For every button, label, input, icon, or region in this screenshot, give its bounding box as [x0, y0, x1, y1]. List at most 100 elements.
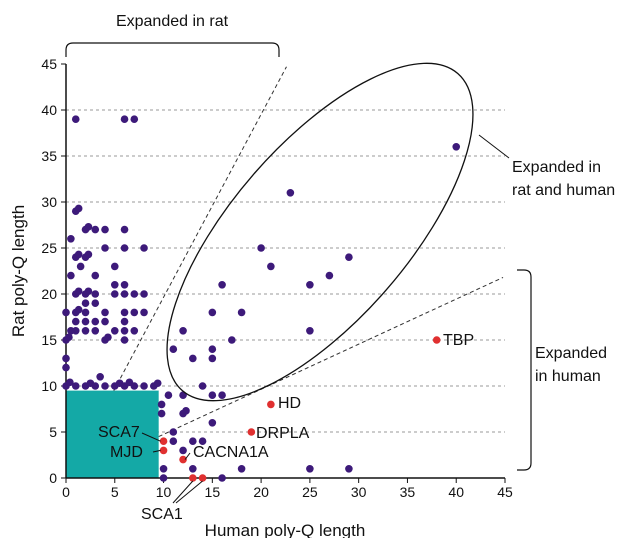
shaded-region-layer	[66, 390, 159, 478]
data-point-37	[74, 305, 83, 314]
data-point-95	[169, 345, 178, 354]
highlighted-point-hd-1	[267, 400, 275, 409]
data-point-60	[62, 354, 70, 363]
y-tick-label-6: 30	[41, 194, 57, 210]
data-point-110	[306, 281, 314, 289]
x-tick-label-4: 20	[253, 484, 269, 500]
data-point-67	[91, 382, 100, 390]
data-point-96	[208, 308, 217, 317]
data-point-32	[140, 290, 148, 298]
data-point-28	[91, 290, 100, 298]
data-point-77	[153, 379, 162, 388]
data-point-45	[91, 317, 100, 326]
data-point-59	[120, 336, 129, 344]
y-tick-label-3: 15	[41, 332, 57, 348]
data-point-52	[110, 327, 119, 335]
data-point-44	[81, 317, 90, 326]
data-point-83	[182, 407, 190, 415]
label-cacna1a: CACNA1A	[193, 444, 269, 461]
x-tick-label-0: 0	[62, 484, 70, 500]
guide-lines	[113, 66, 504, 438]
data-point-10	[67, 235, 75, 243]
x-tick-label-2: 10	[156, 484, 172, 500]
expanded-human-label-line1: Expanded	[535, 345, 607, 362]
data-point-98	[189, 354, 197, 363]
x-axis-label: Human poly-Q length	[205, 521, 366, 538]
data-point-41	[130, 308, 139, 317]
data-point-15	[74, 250, 83, 259]
data-point-75	[140, 382, 148, 390]
data-point-107	[257, 244, 265, 252]
data-point-79	[157, 409, 166, 418]
x-tick-label-6: 30	[351, 484, 367, 500]
data-point-0	[71, 115, 80, 123]
data-point-31	[130, 290, 139, 298]
tick-labels: 0 5 10 15 20 25 30 35 40 45 0 5 10 15 20 25 30 35 40 45	[41, 56, 513, 500]
data-point-113	[345, 253, 353, 261]
data-point-56	[65, 333, 73, 342]
data-point-12	[120, 244, 129, 252]
data-point-64	[71, 382, 80, 390]
label-sca7: SCA7	[98, 424, 140, 441]
x-tick-label-3: 15	[205, 484, 221, 500]
data-point-9	[120, 225, 129, 234]
highlighted-point-sca7-3	[159, 437, 168, 446]
expanded-both-ellipse	[166, 62, 474, 402]
data-point-39	[101, 308, 109, 317]
data-point-112	[325, 271, 334, 280]
highlighted-point-tbp-0	[432, 336, 441, 344]
y-tick-label-0: 0	[49, 470, 57, 486]
data-point-116	[452, 143, 461, 151]
data-point-4	[74, 204, 83, 213]
data-point-104	[218, 391, 226, 400]
data-point-63	[66, 378, 74, 387]
data-point-30	[120, 290, 129, 298]
data-point-17	[84, 250, 93, 259]
expanded-human-label-line2: in human	[535, 368, 601, 385]
data-point-33	[81, 299, 90, 308]
data-point-25	[74, 287, 83, 296]
data-point-85	[169, 437, 178, 446]
x-tick-label-7: 35	[400, 484, 416, 500]
data-point-34	[91, 299, 100, 308]
expanded-rat-label: Expanded in rat	[116, 13, 229, 30]
data-point-99	[208, 345, 217, 354]
data-point-47	[120, 317, 129, 326]
data-point-101	[237, 308, 246, 317]
data-point-18	[76, 262, 85, 271]
data-point-49	[71, 327, 80, 335]
y-tick-label-7: 35	[41, 148, 57, 164]
label-mjd: MJD	[110, 444, 143, 461]
highlighted-point-sca1-7	[198, 474, 207, 482]
data-point-22	[110, 281, 119, 289]
data-point-40	[120, 308, 129, 317]
expanded-both-label-line2: rat and human	[512, 182, 615, 199]
data-point-97	[218, 281, 226, 289]
data-points	[62, 115, 461, 482]
y-tick-label-1: 5	[49, 424, 57, 440]
guide-rat-upper	[113, 66, 287, 391]
data-point-27	[84, 287, 93, 296]
data-point-42	[140, 308, 148, 317]
data-point-29	[110, 290, 119, 298]
y-tick-label-9: 45	[41, 56, 57, 72]
data-point-109	[286, 189, 295, 197]
data-point-46	[101, 317, 109, 326]
y-tick-label-8: 40	[41, 102, 57, 118]
x-tick-label-9: 45	[497, 484, 513, 500]
data-point-90	[189, 465, 197, 473]
data-point-92	[159, 474, 168, 482]
data-point-93	[218, 474, 226, 482]
data-point-11	[101, 244, 109, 252]
x-tick-label-8: 40	[448, 484, 464, 500]
data-point-7	[91, 225, 100, 234]
data-point-106	[208, 419, 217, 427]
data-point-100	[208, 354, 217, 363]
data-point-8	[101, 225, 109, 234]
data-point-51	[91, 327, 100, 335]
data-point-53	[120, 327, 129, 335]
label-drpla: DRPLA	[256, 425, 310, 442]
label-tbp: TBP	[443, 332, 474, 349]
data-point-21	[67, 271, 75, 280]
